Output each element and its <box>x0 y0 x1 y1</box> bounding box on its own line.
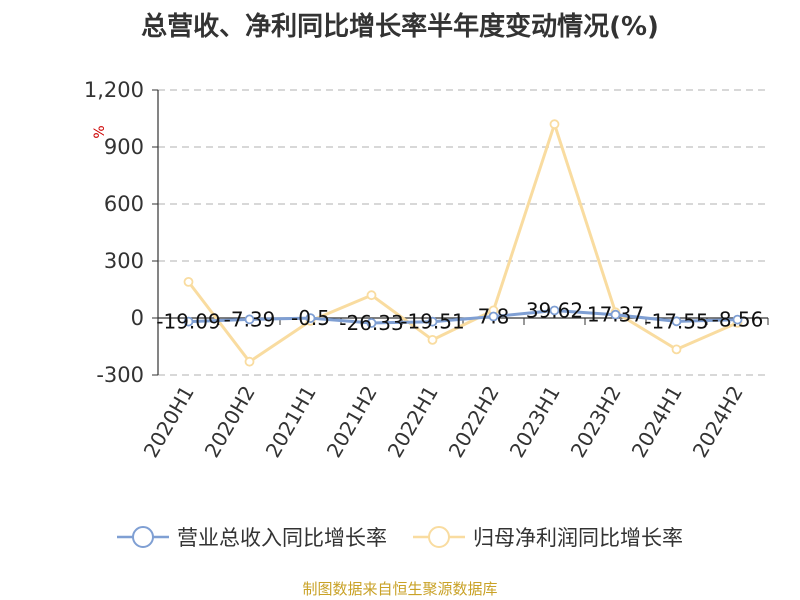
data-label: 17.37 <box>587 303 644 327</box>
legend-revenue-marker <box>117 526 169 548</box>
y-axis-unit: % <box>92 125 108 138</box>
data-label: -26.33 <box>339 311 403 335</box>
data-point-0 <box>732 314 743 325</box>
data-point-0 <box>305 313 316 323</box>
data-point-1 <box>671 344 682 355</box>
y-tick-label: 1,200 <box>84 78 144 102</box>
legend-net-profit-marker <box>413 526 465 548</box>
y-tick-label: -300 <box>96 363 144 387</box>
data-point-1 <box>427 334 438 345</box>
data-label: -0.5 <box>291 306 330 330</box>
chart-title: 总营收、净利同比增长率半年度变动情况(%) <box>141 12 659 42</box>
data-label: -19.09 <box>156 310 220 334</box>
x-tick-label: 2021H1 <box>261 382 321 462</box>
legend: 营业总收入同比增长率 归母净利润同比增长率 <box>0 519 800 555</box>
series-line-0 <box>188 308 738 325</box>
x-tick-label: 2022H1 <box>383 382 443 462</box>
y-tick-label: 300 <box>104 249 144 273</box>
data-point-0 <box>610 309 621 320</box>
data-point-0 <box>366 318 377 328</box>
legend-item-revenue[interactable]: 营业总收入同比增长率 <box>117 522 387 552</box>
x-tick-label: 2024H2 <box>688 382 748 462</box>
legend-item-net-profit[interactable]: 归母净利润同比增长率 <box>413 522 683 552</box>
data-point-0 <box>549 305 560 316</box>
series-line-1 <box>187 122 739 364</box>
data-label: 39.62 <box>526 298 583 322</box>
y-tick-label: 900 <box>104 135 144 159</box>
data-label: -7.39 <box>224 307 276 331</box>
data-point-1 <box>549 119 560 130</box>
y-tick-label: 600 <box>104 192 144 216</box>
x-tick-label: 2021H2 <box>322 382 382 462</box>
data-point-0 <box>671 316 682 327</box>
data-point-0 <box>488 311 499 322</box>
legend-revenue-label: 营业总收入同比增长率 <box>177 526 387 550</box>
y-tick-label: 0 <box>131 306 144 330</box>
grid-lines <box>158 89 768 376</box>
data-label: -19.51 <box>400 310 464 334</box>
data-point-1 <box>244 356 255 367</box>
x-tick-label: 2020H2 <box>200 382 260 462</box>
data-point-1 <box>366 290 377 301</box>
data-label: -17.55 <box>644 309 708 333</box>
x-tick-label: 2022H2 <box>444 382 504 462</box>
x-tick-label: 2023H1 <box>505 382 565 462</box>
series-lines <box>183 119 743 367</box>
data-labels: -19.09 -7.39 -0.5 -26.33-19.51 7.8 39.62 17.37… <box>156 298 763 335</box>
data-point-0 <box>427 316 438 327</box>
data-point-0 <box>183 316 194 327</box>
source-note: 制图数据来自恒生聚源数据库 <box>302 580 498 598</box>
x-tick-label: 2024H1 <box>627 382 687 462</box>
data-label: -8.56 <box>712 308 764 332</box>
data-point-0 <box>244 314 255 325</box>
x-tick-label: 2020H1 <box>139 382 199 462</box>
data-point-1 <box>183 276 194 287</box>
data-label: 7.8 <box>478 305 510 329</box>
legend-net-profit-label: 归母净利润同比增长率 <box>473 526 683 550</box>
x-tick-label: 2023H2 <box>566 382 626 462</box>
